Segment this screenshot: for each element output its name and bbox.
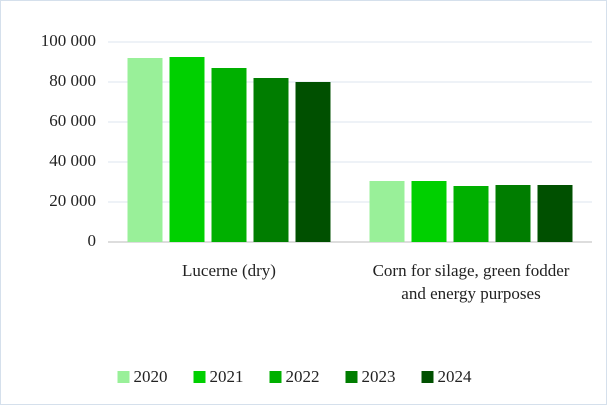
y-tick-label: 80 000 <box>49 71 96 90</box>
legend-label: 2020 <box>134 367 168 386</box>
x-tick-label: Corn for silage, green fodder and energy… <box>372 261 570 303</box>
legend-label: 2022 <box>286 367 320 386</box>
bar <box>295 82 331 242</box>
bar <box>453 186 489 242</box>
bar <box>211 68 247 242</box>
bar <box>127 58 163 242</box>
bar <box>411 181 447 242</box>
legend-label: 2023 <box>362 367 396 386</box>
bar <box>169 57 205 242</box>
legend-label: 2024 <box>438 367 473 386</box>
y-tick-label: 20 000 <box>49 191 96 210</box>
bar <box>369 181 405 242</box>
bar <box>537 185 573 242</box>
legend-swatch <box>193 371 206 383</box>
bar <box>495 185 531 242</box>
x-tick-label: Lucerne (dry) <box>182 261 276 280</box>
y-tick-label: 60 000 <box>49 111 96 130</box>
y-tick-label: 40 000 <box>49 151 96 170</box>
legend-swatch <box>269 371 282 383</box>
bar <box>253 78 289 242</box>
y-tick-label: 0 <box>88 231 97 250</box>
legend-swatch <box>345 371 358 383</box>
y-tick-label: 100 000 <box>41 31 96 50</box>
legend-swatch <box>117 371 130 383</box>
legend-swatch <box>421 371 434 383</box>
legend-label: 2021 <box>210 367 244 386</box>
